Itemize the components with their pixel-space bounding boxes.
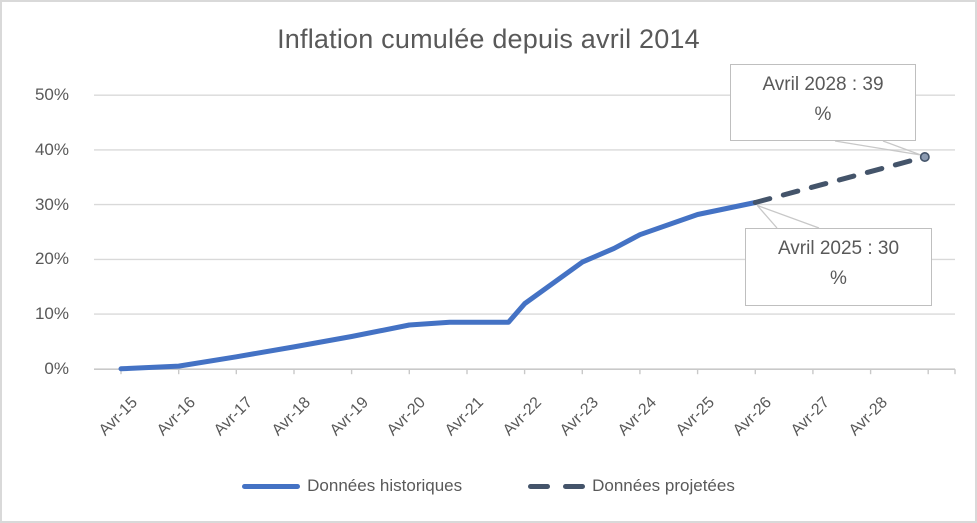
legend-label-historical: Données historiques <box>307 476 463 495</box>
historical-line-swatch <box>242 483 301 489</box>
y-axis-label: 10% <box>34 304 69 324</box>
y-axis-label: 0% <box>44 358 69 378</box>
y-axis-label: 40% <box>34 139 69 159</box>
legend: Données historiques Données projetées <box>2 469 975 503</box>
y-axis-label: 20% <box>34 249 69 269</box>
callout-junction-2025: Avril 2025 : 30 % <box>745 228 932 306</box>
legend-label-projected: Données projetées <box>592 476 735 495</box>
projected-line-swatch <box>528 483 586 489</box>
legend-item-historical: Données historiques <box>242 476 462 496</box>
legend-item-projected: Données projetées <box>528 476 735 496</box>
y-axis-label: 50% <box>34 85 69 105</box>
chart-title: Inflation cumulée depuis avril 2014 <box>277 24 700 54</box>
y-axis-label: 30% <box>34 194 69 214</box>
callout-projection-2028: Avril 2028 : 39 % <box>730 64 916 141</box>
